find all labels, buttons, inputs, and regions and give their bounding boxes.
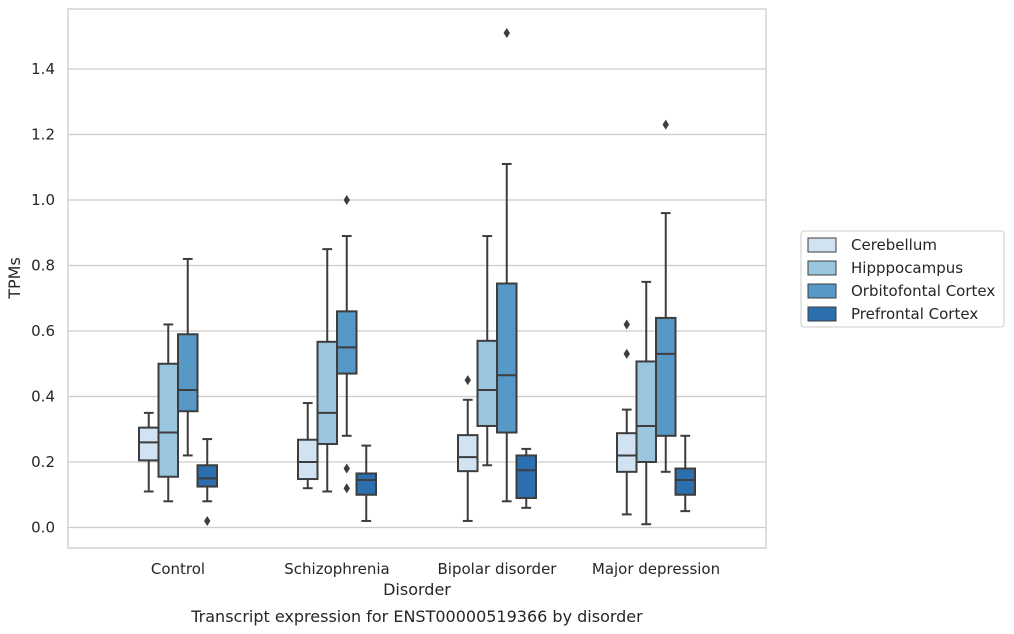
x-tick-label-control: Control [151,560,205,578]
y-tick-label: 0.0 [31,519,55,537]
box-hipppocampus-schizophrenia [316,248,338,493]
iqr-box [157,362,179,478]
y-tick-label: 1.0 [31,191,55,209]
y-tick-label: 1.2 [31,126,55,144]
iqr-box [674,467,696,496]
iqr-box [457,434,479,473]
legend-label-hipppocampus: Hipppocampus [851,259,963,277]
outlier-point [503,27,510,38]
legend-swatch-prefrontal-cortex [807,306,837,322]
y-tick-label: 0.4 [31,388,55,406]
iqr-box [476,339,498,427]
iqr-box [355,472,377,496]
y-axis-ticks: 0.0 0.2 0.4 0.6 0.8 1.0 1.2 1.4 [31,60,55,537]
series-prefrontal-cortex [196,434,696,526]
box-hipppocampus-control [157,323,179,503]
iqr-box [138,426,160,462]
box-orbitofontal-cortex-major-depression [655,119,677,473]
outlier-point [343,483,350,494]
legend-swatch-cerebellum [807,237,837,253]
y-axis-label: TPMs [5,257,24,300]
iqr-box [635,360,657,463]
x-tick-label-bipolar-disorder: Bipolar disorder [438,560,558,578]
outlier-point [623,319,630,330]
legend-swatch-orbitofontal-cortex [807,283,837,299]
y-tick-label: 0.6 [31,322,55,340]
box-cerebellum-schizophrenia [297,402,319,490]
outlier-point [204,515,211,526]
iqr-box [177,333,199,413]
iqr-box [655,316,677,437]
outlier-point [343,195,350,205]
outlier-point [343,463,350,474]
outlier-point [623,348,630,359]
series-cerebellum [138,319,638,522]
series-orbitofontal-cortex [177,27,677,503]
box-orbitofontal-cortex-schizophrenia [336,195,358,494]
box-cerebellum-bipolar-disorder [457,375,479,522]
box-prefrontal-cortex-major-depression [674,434,696,513]
box-prefrontal-cortex-bipolar-disorder [515,447,537,509]
outlier-point [662,119,669,130]
box-orbitofontal-cortex-bipolar-disorder [496,27,518,503]
x-axis-ticks: Control Schizophrenia Bipolar disorder Majo… [151,560,720,578]
box-cerebellum-major-depression [616,319,638,516]
iqr-box [316,340,338,445]
box-prefrontal-cortex-schizophrenia [355,444,377,522]
plot-frame [67,8,767,549]
legend: Cerebellum Hipppocampus Orbitofontal Corte… [800,230,1005,328]
chart-caption: Transcript expression for ENST0000051936… [190,607,643,626]
iqr-box [196,464,218,488]
x-tick-label-major-depression: Major depression [592,560,720,578]
iqr-box [616,432,638,473]
legend-label-cerebellum: Cerebellum [851,236,937,254]
iqr-box [515,454,537,500]
legend-swatch-hipppocampus [807,260,837,276]
x-axis-label: Disorder [383,580,451,599]
box-hipppocampus-major-depression [635,280,657,526]
y-tick-label: 1.4 [31,60,55,78]
box-groups [138,27,696,526]
y-tick-label: 0.2 [31,453,55,471]
box-prefrontal-cortex-control [196,438,218,526]
legend-label-prefrontal-cortex: Prefrontal Cortex [851,305,978,323]
outlier-point [464,375,471,386]
iqr-box [297,438,319,481]
box-orbitofontal-cortex-control [177,257,199,457]
y-tick-label: 0.8 [31,257,55,275]
iqr-box [336,310,358,375]
iqr-box [496,282,518,434]
box-cerebellum-control [138,411,160,493]
legend-label-orbitofontal-cortex: Orbitofontal Cortex [851,282,995,300]
legend-frame [800,230,1005,328]
x-tick-label-schizophrenia: Schizophrenia [284,560,389,578]
